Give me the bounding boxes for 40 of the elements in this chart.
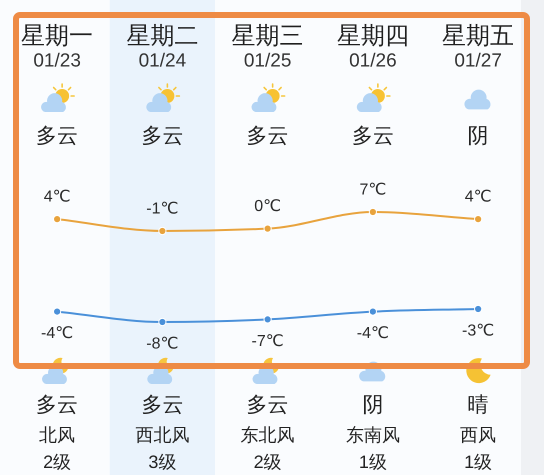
category-label: 星期三 [232, 22, 304, 50]
annotation: 多云 [352, 124, 394, 148]
category-label: 01/26 [349, 50, 397, 72]
value-label: 4℃ [44, 188, 71, 206]
annotation: 北风 [39, 425, 76, 445]
value-label: -8℃ [146, 336, 178, 352]
category-label: 星期二 [126, 22, 198, 50]
annotation: 晴 [468, 394, 489, 416]
value-label: 0℃ [254, 198, 282, 216]
annotation: 1级 [464, 452, 492, 472]
annotation: 2级 [254, 452, 282, 472]
category-label: 星期五 [442, 22, 514, 50]
annotation: 阴 [362, 394, 384, 416]
annotation: 多云 [141, 394, 184, 416]
value-label: -4℃ [41, 325, 74, 342]
annotation: 东南风 [346, 425, 400, 445]
annotation: 1级 [358, 452, 387, 472]
value-label: -1℃ [146, 200, 178, 218]
value-label: -4℃ [356, 325, 389, 342]
annotation: 多云 [36, 394, 78, 416]
category-label: 星期四 [336, 22, 409, 50]
annotation: 西北风 [135, 425, 190, 445]
annotation: 2级 [43, 452, 72, 472]
value-label: 7℃ [359, 182, 386, 198]
annotation: 阴 [468, 124, 489, 148]
annotation: 3级 [148, 452, 176, 472]
annotation: 多云 [246, 124, 289, 148]
value-label: 4℃ [464, 188, 492, 206]
annotation: 西风 [460, 425, 496, 445]
category-label: 01/25 [244, 50, 292, 72]
annotation: 多云 [36, 124, 78, 148]
category-label: 01/24 [138, 50, 186, 72]
annotation: 多云 [246, 394, 289, 416]
category-label: 01/27 [454, 50, 502, 72]
category-label: 01/23 [33, 50, 81, 72]
value-label: -3℃ [462, 322, 494, 340]
category-label: 星期一 [21, 22, 94, 50]
annotation: 东北风 [240, 425, 295, 445]
value-label: -7℃ [252, 332, 284, 350]
annotation: 多云 [141, 124, 184, 148]
